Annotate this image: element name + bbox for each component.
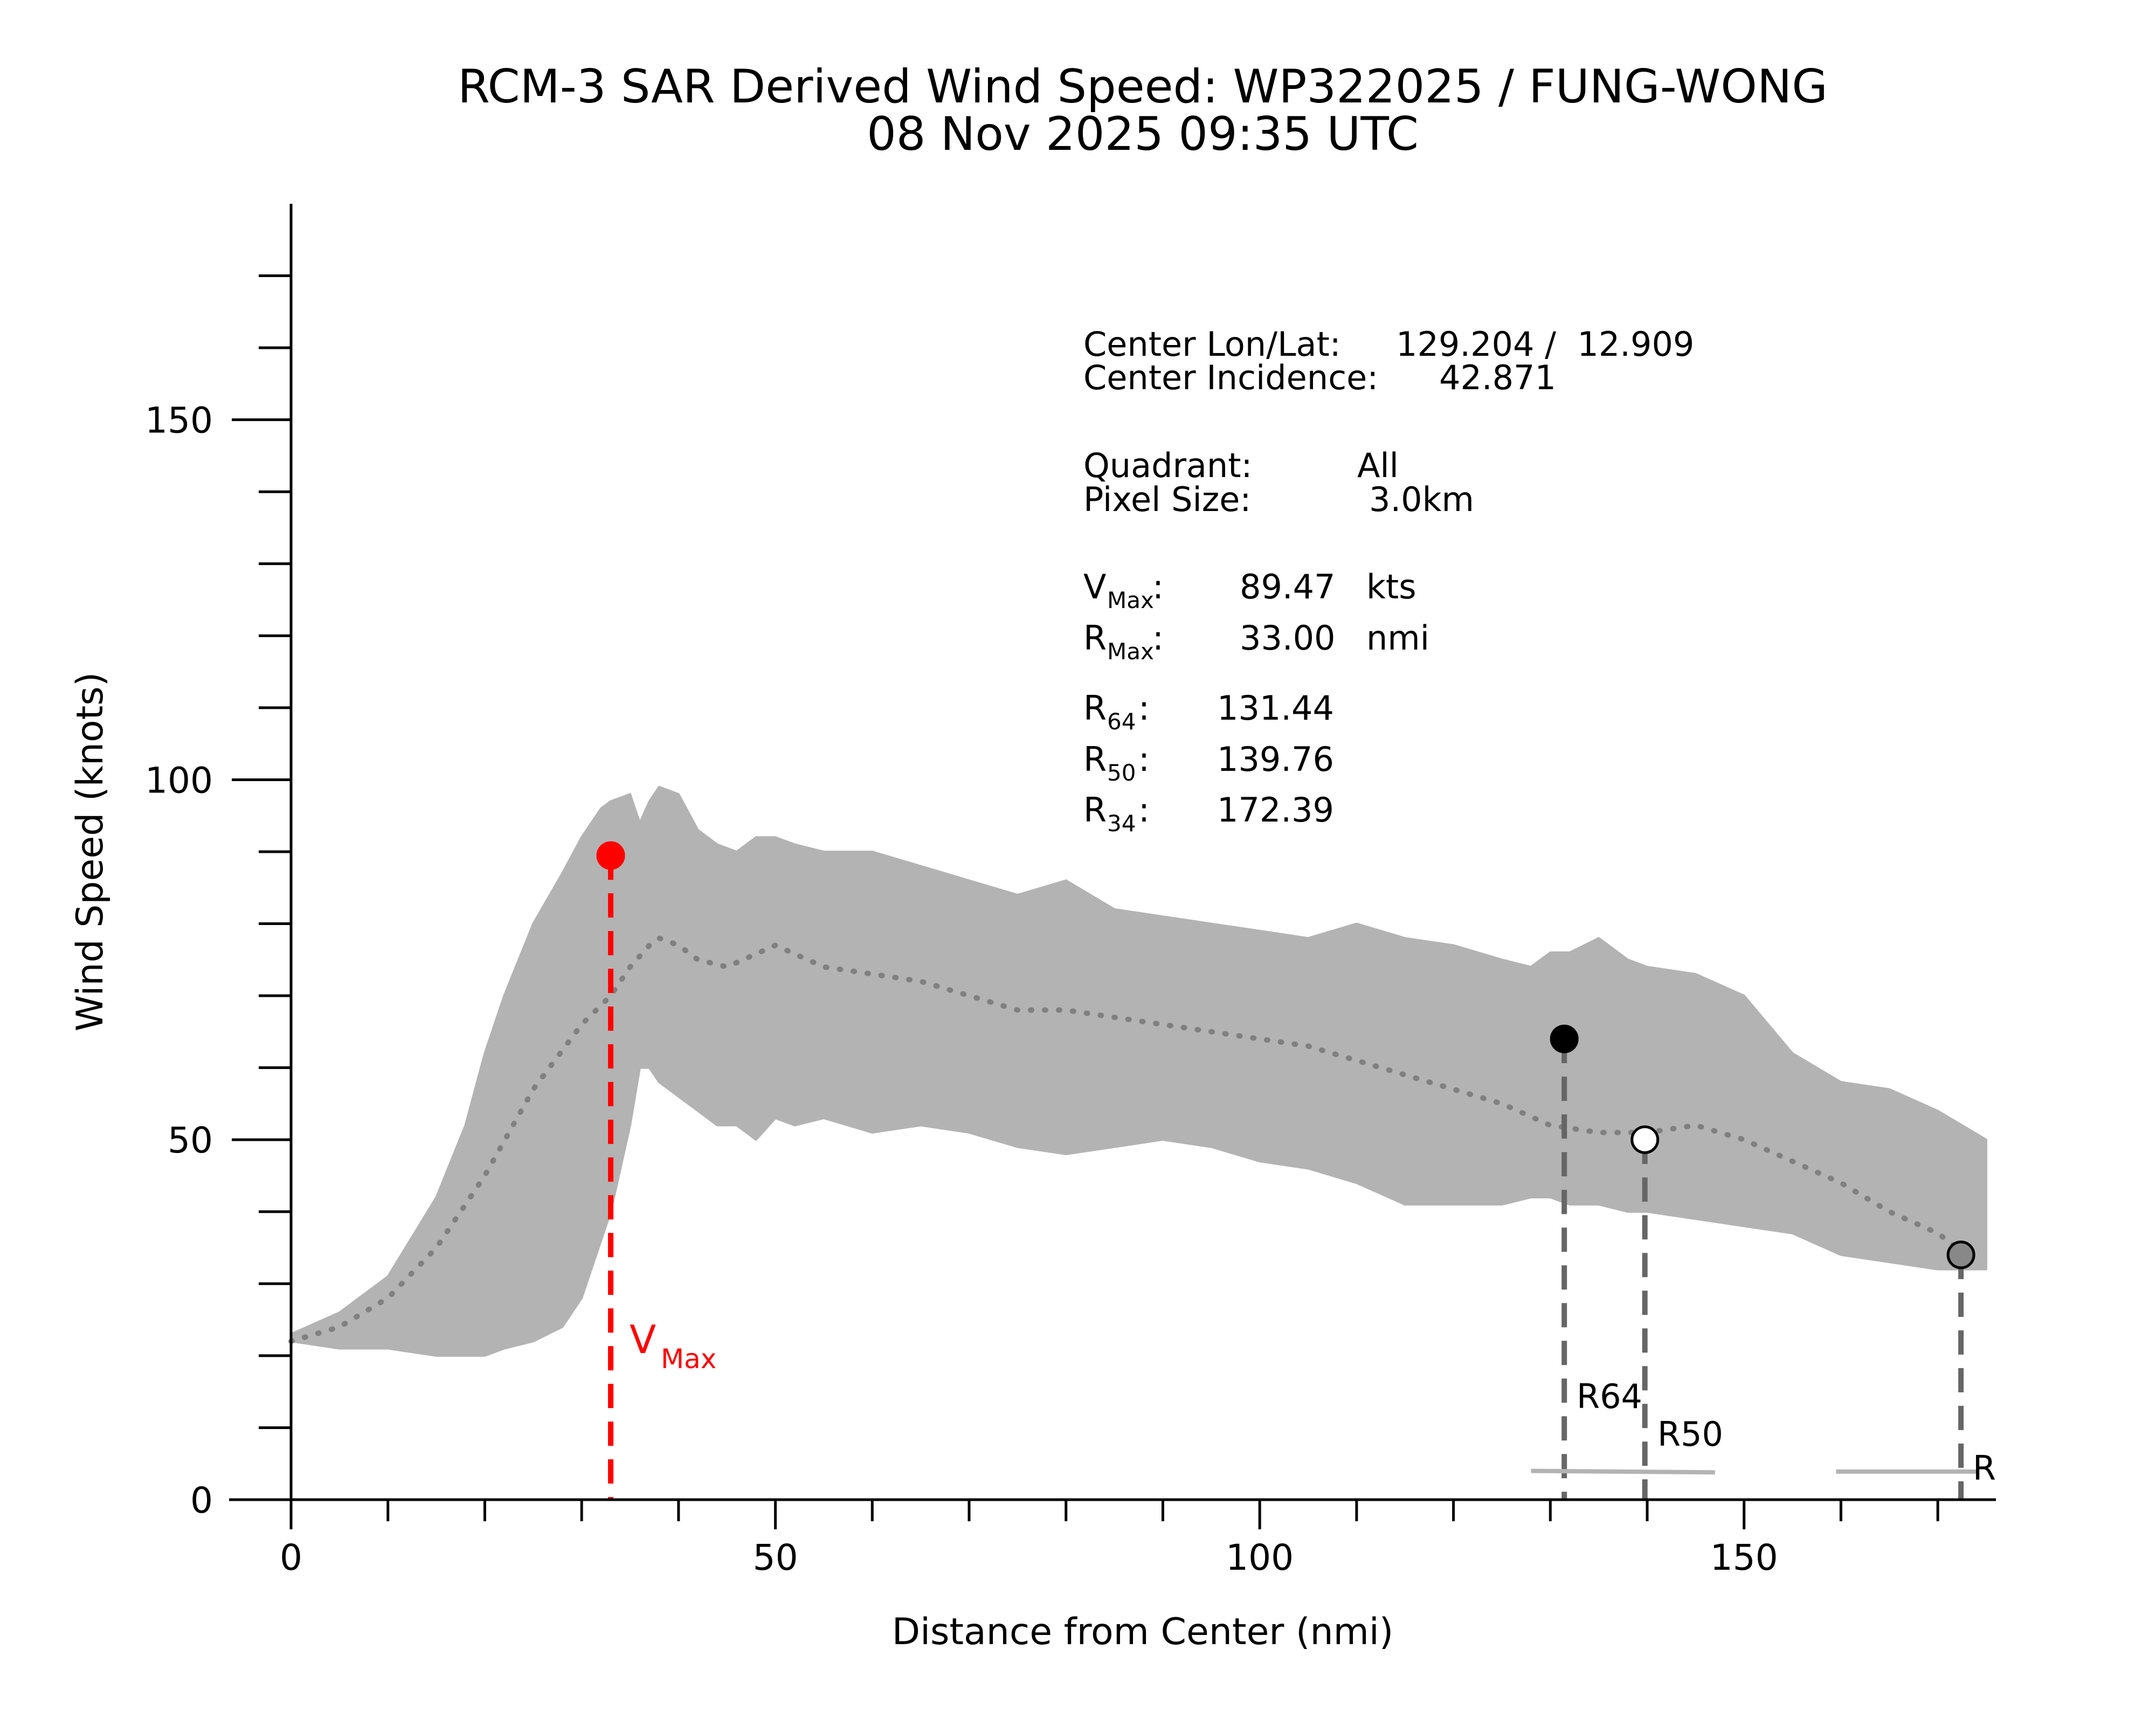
- rmax-label-letter: R: [1083, 618, 1107, 658]
- vmax-point: [596, 841, 625, 870]
- x-tick-label: 0: [280, 1537, 302, 1578]
- center-incidence-label: Center Incidence:: [1083, 358, 1378, 397]
- quadrant-value: All: [1357, 446, 1399, 485]
- rmax-unit: nmi: [1366, 618, 1429, 658]
- chart-title: RCM-3 SAR Derived Wind Speed: WP322025 /…: [458, 60, 1828, 114]
- r34-label-colon: :: [1138, 790, 1150, 830]
- r34-label-sub: 34: [1107, 810, 1136, 837]
- r64-label-colon: :: [1138, 688, 1150, 728]
- r64-value: 131.44: [1217, 688, 1334, 728]
- vmax-label-colon: :: [1152, 567, 1164, 606]
- vmax-value: 89.47: [1240, 567, 1336, 606]
- x-tick-label: 150: [1710, 1537, 1778, 1578]
- chart-subtitle: 08 Nov 2025 09:35 UTC: [867, 107, 1419, 161]
- r64-tag: R64: [1577, 1377, 1642, 1416]
- pixel-size-label: Pixel Size:: [1083, 480, 1251, 519]
- r34-value: 172.39: [1217, 790, 1334, 830]
- rmax-value: 33.00: [1240, 618, 1336, 658]
- y-tick-label: 0: [190, 1480, 213, 1521]
- center-lonlat-label: Center Lon/Lat:: [1083, 325, 1341, 364]
- vmax-label-sub: Max: [1107, 587, 1154, 613]
- x-tick-label: 50: [753, 1537, 798, 1578]
- y-tick-label: 150: [145, 400, 213, 441]
- r34-tag: R: [1973, 1448, 1996, 1488]
- r64-point: [1550, 1024, 1579, 1053]
- vmax-tag-letter: V: [630, 1317, 656, 1362]
- x-tick-label: 100: [1226, 1537, 1294, 1578]
- data-layer: [288, 785, 1987, 1500]
- vmax-unit: kts: [1366, 567, 1416, 606]
- radius-tags: V Max R64 R50 R: [630, 1317, 1996, 1488]
- y-tick-label: 100: [145, 760, 213, 801]
- r34-label-letter: R: [1083, 790, 1107, 830]
- r50-point: [1630, 1125, 1660, 1154]
- r34-point: [1946, 1240, 1975, 1269]
- info-box: Center Lon/Lat: 129.204 / 12.909 Center …: [1083, 325, 1694, 837]
- rmax-label-sub: Max: [1107, 638, 1154, 665]
- r50-label-colon: :: [1138, 740, 1150, 779]
- center-lonlat-value: 129.204 / 12.909: [1396, 325, 1694, 364]
- quadrant-label: Quadrant:: [1083, 446, 1252, 485]
- rmax-label-colon: :: [1152, 618, 1164, 658]
- r50-label-letter: R: [1083, 740, 1107, 779]
- x-axis-label: Distance from Center (nmi): [892, 1611, 1394, 1653]
- r64-label-letter: R: [1083, 688, 1107, 728]
- pixel-size-value: 3.0km: [1369, 480, 1474, 519]
- y-tick-label: 50: [168, 1120, 213, 1161]
- y-axis-label: Wind Speed (knots): [69, 672, 112, 1032]
- center-incidence-value: 42.871: [1439, 358, 1556, 397]
- r50-tag: R50: [1657, 1414, 1723, 1454]
- axis-ticks: 0 50 100 150 0 50 100 150: [145, 274, 1939, 1578]
- wind-speed-envelope: [290, 785, 1987, 1357]
- vmax-tag-sub: Max: [661, 1343, 716, 1375]
- vmax-label-letter: V: [1083, 567, 1106, 606]
- radius-baseline-left: [1531, 1468, 1715, 1475]
- r64-label-sub: 64: [1107, 708, 1136, 735]
- mean-profile-line: [288, 935, 1970, 1344]
- r50-value: 139.76: [1217, 740, 1334, 779]
- r50-label-sub: 50: [1107, 760, 1136, 786]
